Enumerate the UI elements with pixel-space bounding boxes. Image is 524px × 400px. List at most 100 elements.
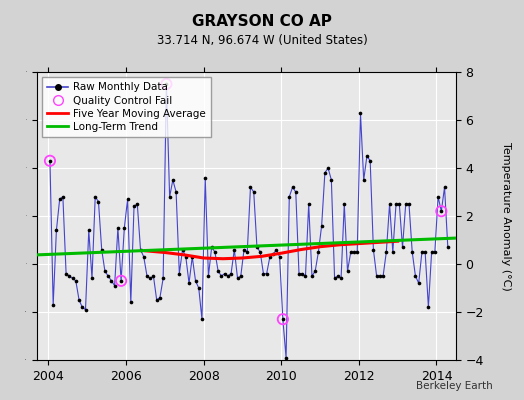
Point	[389, 249, 397, 255]
Point	[130, 203, 138, 210]
Point	[46, 158, 54, 164]
Point	[72, 278, 80, 284]
Point	[382, 249, 390, 255]
Point	[401, 201, 410, 207]
Point	[127, 299, 135, 306]
Point	[217, 273, 225, 279]
Point	[114, 225, 122, 231]
Point	[52, 227, 61, 234]
Point	[69, 275, 77, 282]
Text: 33.714 N, 96.674 W (United States): 33.714 N, 96.674 W (United States)	[157, 34, 367, 47]
Point	[178, 246, 187, 253]
Point	[408, 249, 417, 255]
Point	[431, 249, 439, 255]
Point	[356, 110, 365, 116]
Point	[392, 201, 400, 207]
Point	[194, 285, 203, 291]
Point	[418, 249, 426, 255]
Point	[94, 198, 103, 205]
Point	[162, 81, 171, 87]
Point	[204, 273, 213, 279]
Point	[246, 184, 255, 190]
Point	[288, 184, 297, 190]
Point	[136, 246, 145, 253]
Point	[117, 278, 125, 284]
Point	[253, 244, 261, 250]
Point	[295, 270, 303, 277]
Point	[276, 254, 284, 260]
Point	[256, 249, 265, 255]
Point	[373, 273, 381, 279]
Point	[191, 278, 200, 284]
Point	[46, 158, 54, 164]
Point	[434, 194, 442, 200]
Point	[166, 194, 174, 200]
Point	[301, 273, 310, 279]
Point	[221, 270, 229, 277]
Point	[139, 254, 148, 260]
Point	[263, 270, 271, 277]
Point	[279, 316, 287, 322]
Point	[81, 306, 90, 313]
Point	[440, 184, 449, 190]
Point	[84, 227, 93, 234]
Point	[285, 194, 293, 200]
Point	[104, 273, 112, 279]
Point	[266, 254, 274, 260]
Point	[379, 273, 387, 279]
Point	[201, 174, 210, 181]
Point	[376, 273, 384, 279]
Point	[279, 316, 287, 322]
Point	[324, 165, 332, 171]
Point	[146, 275, 155, 282]
Point	[107, 278, 116, 284]
Point	[249, 189, 258, 195]
Point	[175, 270, 183, 277]
Point	[49, 302, 57, 308]
Point	[428, 249, 436, 255]
Point	[188, 254, 196, 260]
Point	[298, 270, 307, 277]
Point	[334, 273, 342, 279]
Point	[211, 249, 219, 255]
Point	[340, 201, 348, 207]
Point	[350, 249, 358, 255]
Point	[111, 282, 119, 289]
Point	[227, 270, 235, 277]
Point	[75, 297, 83, 303]
Point	[152, 297, 161, 303]
Text: GRAYSON CO AP: GRAYSON CO AP	[192, 14, 332, 29]
Point	[78, 304, 86, 310]
Point	[366, 158, 374, 164]
Point	[314, 249, 323, 255]
Point	[385, 201, 394, 207]
Point	[59, 194, 67, 200]
Point	[159, 275, 167, 282]
Point	[346, 249, 355, 255]
Point	[101, 268, 109, 274]
Point	[363, 153, 371, 159]
Point	[437, 208, 445, 214]
Point	[172, 189, 180, 195]
Legend: Raw Monthly Data, Quality Control Fail, Five Year Moving Average, Long-Term Tren: Raw Monthly Data, Quality Control Fail, …	[42, 77, 211, 137]
Point	[337, 275, 345, 282]
Point	[230, 246, 238, 253]
Point	[240, 246, 248, 253]
Point	[369, 246, 378, 253]
Point	[343, 268, 352, 274]
Y-axis label: Temperature Anomaly (°C): Temperature Anomaly (°C)	[500, 142, 511, 290]
Point	[214, 268, 222, 274]
Point	[120, 225, 128, 231]
Point	[185, 280, 193, 286]
Point	[304, 201, 313, 207]
Point	[311, 268, 319, 274]
Point	[97, 246, 106, 253]
Point	[405, 201, 413, 207]
Point	[353, 249, 362, 255]
Point	[62, 270, 70, 277]
Point	[117, 278, 125, 284]
Point	[437, 208, 445, 214]
Point	[308, 273, 316, 279]
Point	[414, 280, 423, 286]
Point	[162, 81, 171, 87]
